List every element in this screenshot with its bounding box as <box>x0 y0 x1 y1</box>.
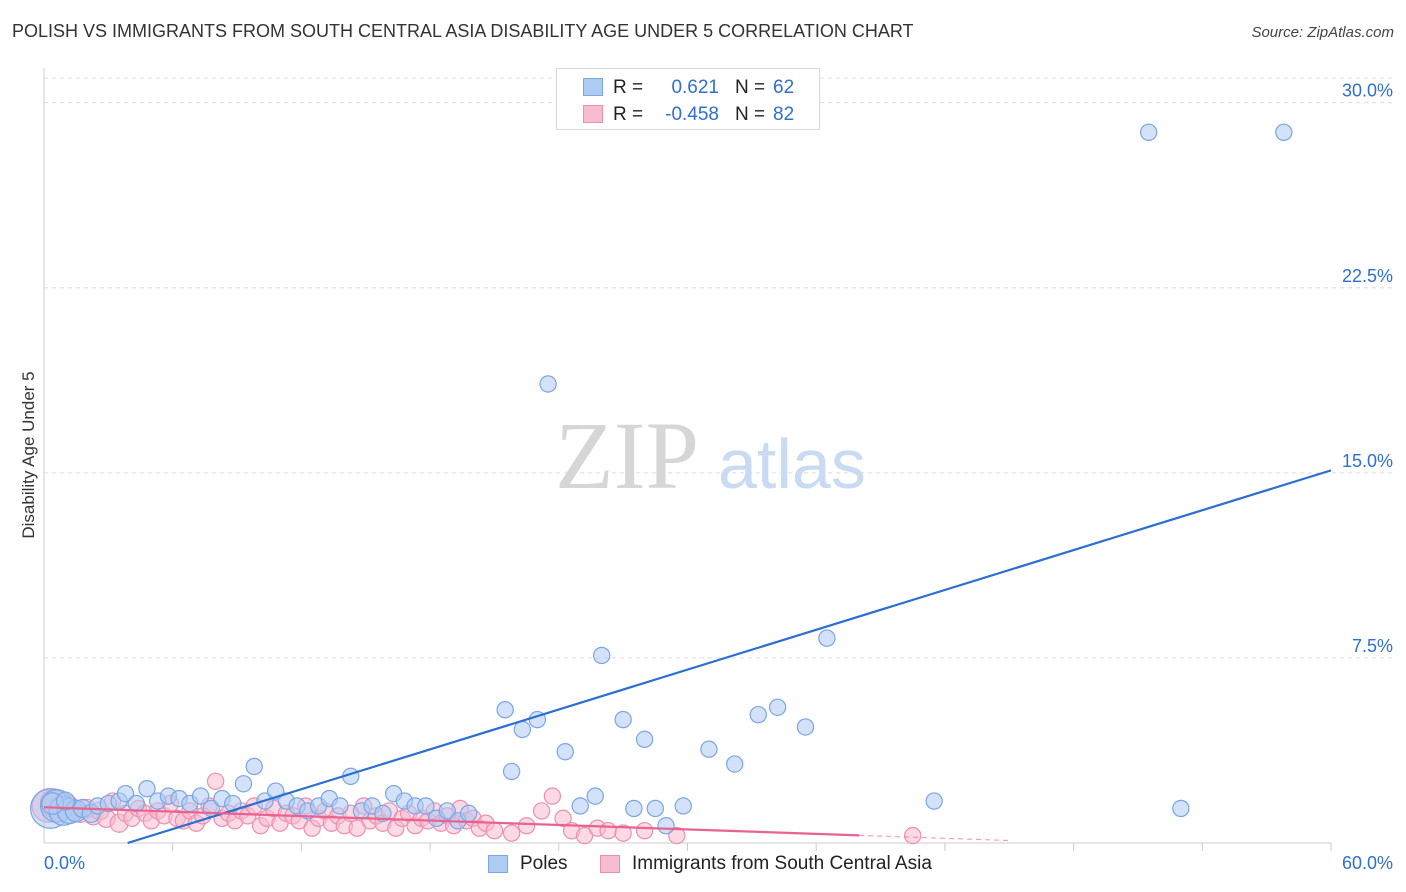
poles-point <box>191 787 210 805</box>
immigrants-point <box>575 826 594 845</box>
immigrants-trend-line <box>43 806 860 837</box>
poles-point <box>796 718 815 736</box>
legend-r-label: R = <box>613 104 644 125</box>
immigrants-point <box>517 817 536 835</box>
poles-point <box>1172 799 1190 818</box>
legend-n-value: 62 <box>773 77 795 98</box>
immigrants-swatch <box>583 105 603 123</box>
poles-point <box>725 755 744 773</box>
immigrants-point <box>502 824 521 842</box>
poles-point <box>657 817 675 835</box>
legend-n-label: N = <box>735 77 766 98</box>
poles-point <box>127 794 145 813</box>
axes <box>43 68 1332 851</box>
poles-point <box>635 730 654 749</box>
legend-row-immigrants: R = -0.458 N = 82 <box>557 102 819 128</box>
poles-point <box>646 799 665 818</box>
poles-point <box>496 701 514 719</box>
y-tick-label: 7.5% <box>1352 636 1393 656</box>
y-tick-label: 30.0% <box>1342 81 1393 101</box>
poles-point <box>234 775 253 793</box>
immigrants-point <box>599 821 617 840</box>
immigrants-legend-label: Immigrants from South Central Asia <box>632 853 932 874</box>
tick-labels: 7.5% 15.0% 22.5% 30.0% 0.0% 60.0% <box>44 81 1393 873</box>
y-tick-label: 22.5% <box>1342 266 1393 286</box>
legend-n-value: 82 <box>773 104 795 125</box>
poles-point <box>749 705 767 724</box>
poles-point <box>460 804 478 823</box>
legend-r-value: -0.458 <box>665 104 719 125</box>
trend-lines <box>43 469 1332 845</box>
poles-point <box>925 792 943 810</box>
poles-point <box>331 797 349 815</box>
y-axis-label: Disability Age Under 5 <box>19 371 38 538</box>
poles-point <box>1275 123 1293 141</box>
poles-swatch <box>583 78 603 96</box>
immigrants-point <box>206 772 225 791</box>
poles-point <box>513 720 532 739</box>
immigrants-point <box>485 821 504 840</box>
x-tick-label: 0.0% <box>44 853 85 873</box>
legend-row-poles: R = 0.621 N = 62 <box>557 75 819 101</box>
immigrants-point <box>543 787 562 805</box>
poles-point <box>625 799 643 818</box>
legend-n-label: N = <box>735 104 766 125</box>
poles-point <box>586 787 604 805</box>
poles-legend-label: Poles <box>520 853 568 874</box>
poles-point <box>502 762 521 781</box>
poles-point <box>224 794 242 813</box>
poles-point <box>571 797 589 815</box>
legend-r-value: 0.621 <box>671 77 719 98</box>
poles-point <box>614 710 632 729</box>
immigrants-point <box>635 821 654 840</box>
poles-point <box>593 646 611 665</box>
immigrants-point <box>532 802 551 820</box>
gridlines <box>44 77 1392 659</box>
correlation-legend: R = 0.621 N = 62 R = -0.458 N = 82 <box>556 68 820 130</box>
poles-legend-swatch <box>488 855 508 873</box>
immigrants-point <box>668 826 686 845</box>
poles-point <box>674 797 692 815</box>
poles-point <box>539 375 557 393</box>
poles-point <box>700 740 718 758</box>
immigrants-point <box>904 826 922 845</box>
poles-point <box>818 629 836 647</box>
watermark: ZIP atlas <box>555 402 866 509</box>
legend-r-label: R = <box>613 77 644 98</box>
immigrants-legend-swatch <box>600 855 620 873</box>
poles-point <box>556 742 574 761</box>
y-tick-label: 15.0% <box>1342 451 1393 471</box>
immigrants-trend-extension <box>859 834 1010 842</box>
poles-point <box>768 698 787 716</box>
chart-title: POLISH VS IMMIGRANTS FROM SOUTH CENTRAL … <box>12 21 914 41</box>
poles-point <box>116 784 135 803</box>
poles-point <box>55 791 76 811</box>
poles-point <box>438 802 456 820</box>
poles-point <box>245 757 263 776</box>
watermark-atlas: atlas <box>718 425 866 503</box>
source-label: Source: ZipAtlas.com <box>1251 24 1394 41</box>
immigrants-point <box>348 819 366 837</box>
immigrants-point <box>614 824 632 842</box>
poles-trend-line <box>127 469 1332 845</box>
immigrants-point <box>554 809 572 828</box>
series-legend: Poles Immigrants from South Central Asia <box>0 852 1406 878</box>
poles-point <box>374 804 392 823</box>
x-tick-label: 60.0% <box>1342 853 1393 873</box>
poles-point <box>417 797 435 815</box>
watermark-zip: ZIP <box>555 402 699 509</box>
poles-point <box>138 780 156 798</box>
poles-point <box>1139 123 1158 141</box>
